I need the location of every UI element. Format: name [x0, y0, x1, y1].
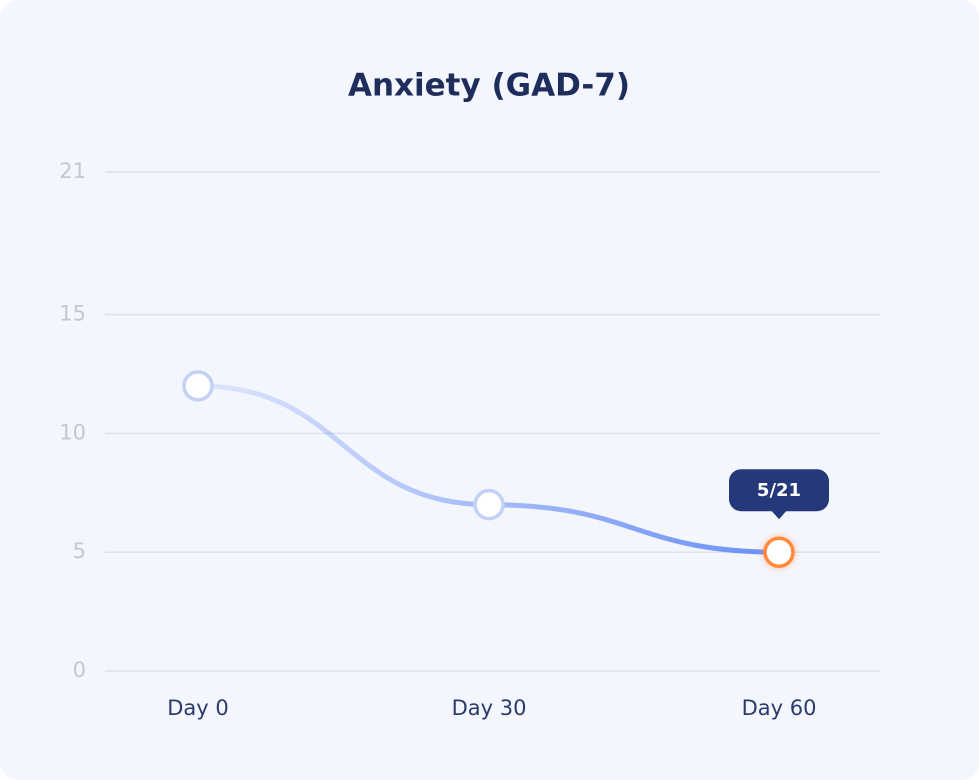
- x-tick-label: Day 30: [452, 696, 527, 720]
- tooltip-label: 5/21: [757, 480, 801, 501]
- y-tick-label: 5: [73, 539, 86, 563]
- y-tick-label: 15: [59, 302, 86, 326]
- tooltip: 5/21: [729, 469, 829, 520]
- point: [182, 370, 214, 402]
- tooltip-box: [729, 469, 829, 512]
- tooltip-pointer: [771, 510, 787, 520]
- point: [473, 488, 505, 521]
- point: [763, 536, 795, 568]
- y-tick-label: 10: [59, 420, 86, 444]
- chart-title: Anxiety (GAD-7): [348, 68, 630, 104]
- y-tick-label: 21: [59, 159, 86, 183]
- y-tick-label: 0: [73, 658, 86, 682]
- x-tick-label: Day 0: [167, 696, 229, 720]
- x-tick-label: Day 60: [742, 696, 817, 720]
